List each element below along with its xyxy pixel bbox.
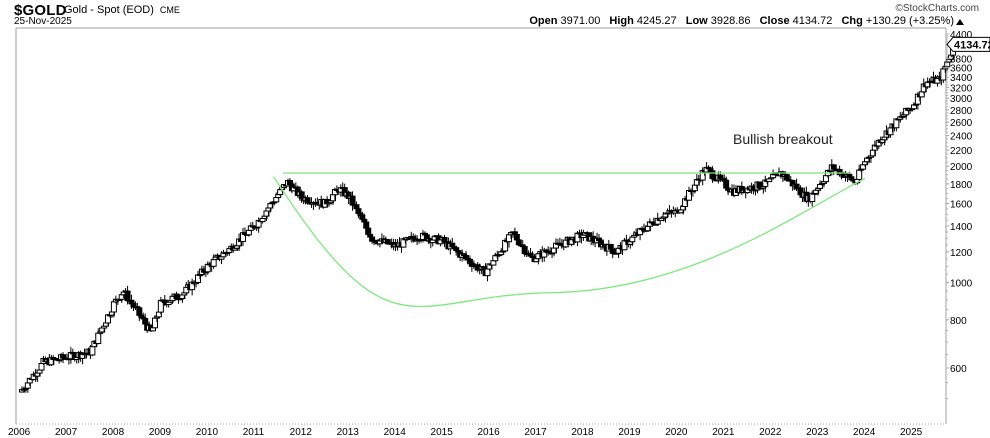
candle-down (449, 242, 456, 248)
x-tick-label: 2014 (384, 427, 407, 438)
x-tick-label: 2025 (900, 427, 923, 438)
low-value: 3928.86 (710, 15, 751, 27)
exchange-label: CME (159, 5, 180, 15)
y-tick-label: 1800 (950, 180, 973, 191)
candle-up (89, 346, 96, 356)
x-tick-label: 2009 (149, 427, 172, 438)
cup-curve (272, 176, 866, 308)
x-tick-label: 2023 (806, 427, 829, 438)
candle-down (521, 246, 528, 255)
open-label: Open (529, 15, 558, 27)
x-tick-label: 2010 (196, 427, 219, 438)
candle-down (607, 244, 614, 250)
y-tick-label: 3200 (950, 83, 973, 94)
ohlc-summary: Open 3971.00 High 4245.27 Low 3928.86 Cl… (529, 15, 954, 27)
open-value: 3971.00 (560, 15, 601, 27)
high-value: 4245.27 (636, 15, 677, 27)
candle-up (629, 236, 636, 243)
axes: 600 800 1000 1200 1400 1600 1800 2000 2200 2400 26… (8, 30, 990, 438)
x-tick-label: 2019 (618, 427, 641, 438)
plot-frame (15, 27, 947, 425)
x-tick-label: 2020 (665, 427, 688, 438)
y-tick-label: 1400 (950, 222, 973, 233)
x-tick-label: 2018 (571, 427, 594, 438)
y-tick-label: 800 (950, 316, 967, 327)
chg-value: +130.29 (+3.25%) (865, 15, 954, 27)
y-tick-label: 2400 (950, 132, 973, 143)
x-tick-label: 2017 (524, 427, 547, 438)
x-tick-label: 2024 (853, 427, 876, 438)
y-tick-label: 3000 (950, 94, 973, 105)
candle-up (210, 259, 217, 267)
instrument-name: Gold - Spot (EOD) CME (64, 4, 180, 16)
y-tick-label: 2000 (950, 162, 973, 173)
y-tick-label: 2200 (950, 146, 973, 157)
y-tick-label: 600 (950, 364, 967, 375)
last-price-value: 4134.72 (954, 39, 990, 51)
low-label: Low (685, 15, 708, 27)
x-tick-label: 2006 (8, 427, 31, 438)
x-tick-label: 2022 (759, 427, 782, 438)
y-tick-label: 2600 (950, 118, 973, 129)
x-tick-label: 2013 (337, 427, 360, 438)
instrument-description: Gold - Spot (EOD) (64, 4, 154, 16)
x-tick-label: 2011 (243, 427, 265, 438)
x-tick-label: 2015 (431, 427, 454, 438)
y-tick-label: 1200 (950, 248, 973, 259)
y-tick-label: 2800 (950, 106, 973, 117)
x-tick-label: 2008 (102, 427, 125, 438)
close-value: 4134.72 (792, 15, 833, 27)
y-tick-label: 4400 (950, 30, 973, 41)
y-tick-label: 1600 (950, 200, 973, 211)
trendline-overlays: Bullish breakout (272, 131, 866, 308)
brand-watermark[interactable]: ©StockCharts.com (895, 3, 979, 14)
last-price-box (946, 36, 990, 52)
chart-date: 25-Nov-2025 (14, 16, 72, 27)
y-tick-label: 3600 (950, 64, 973, 75)
last-price-label: 4134.72 (946, 36, 990, 52)
y-tick-label: 3400 (950, 73, 973, 84)
y-tick-label: 3800 (950, 55, 973, 66)
candlestick-series (18, 41, 959, 393)
bullish-breakout-annotation: Bullish breakout (733, 131, 833, 147)
x-tick-label: 2016 (477, 427, 500, 438)
up-triangle-icon (956, 19, 964, 25)
ticker-symbol: $GOLD (14, 2, 67, 19)
chg-label: Chg (841, 15, 863, 27)
y-tick-label: 1000 (950, 278, 973, 289)
x-tick-label: 2012 (290, 427, 313, 438)
x-tick-label: 2021 (712, 427, 735, 438)
high-label: High (609, 15, 634, 27)
close-label: Close (759, 15, 790, 27)
x-tick-label: 2007 (55, 427, 78, 438)
